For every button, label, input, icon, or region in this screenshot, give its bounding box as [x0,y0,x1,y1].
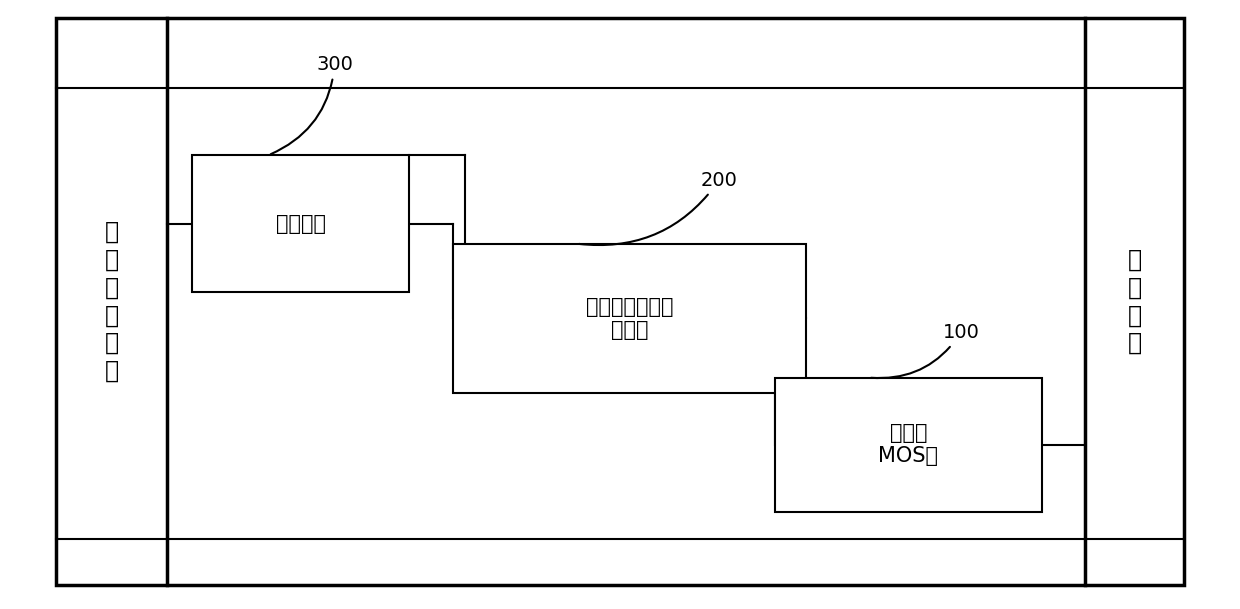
Text: 缓启动驱动控制
三极管: 缓启动驱动控制 三极管 [585,297,673,340]
Bar [192,155,409,292]
Text: 缓启动
MOS管: 缓启动 MOS管 [878,423,939,466]
Text: 输
入
供
电
部
分: 输 入 供 电 部 分 [104,220,119,383]
Text: 输
出
部
分: 输 出 部 分 [1127,248,1142,355]
Text: 100: 100 [870,323,980,378]
Text: 300: 300 [270,55,353,154]
Bar [453,244,806,393]
Text: 200: 200 [579,171,738,245]
Bar [775,378,1042,512]
Text: 供电电路: 供电电路 [275,214,326,234]
